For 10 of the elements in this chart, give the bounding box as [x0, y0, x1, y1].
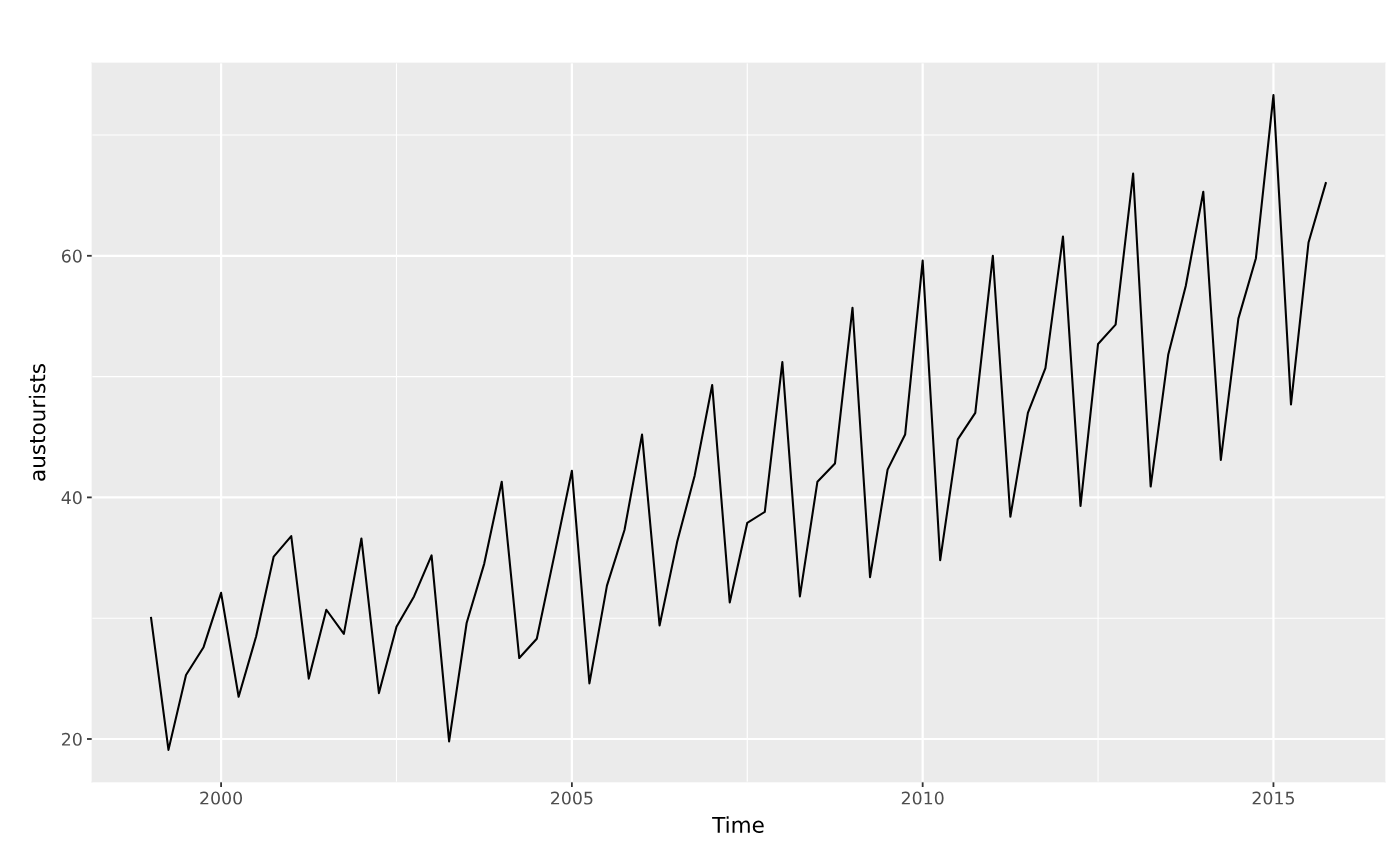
x-tick-label: 2005 — [551, 791, 593, 805]
y-axis-title: austourists — [28, 364, 46, 481]
x-tick-label: 2015 — [1252, 791, 1295, 805]
y-tick-label: 20 — [62, 732, 82, 746]
x-axis-title: Time — [712, 816, 764, 833]
y-tick-label: 60 — [61, 249, 82, 263]
line-series — [149, 94, 1328, 751]
x-tick-label: 2010 — [901, 791, 944, 805]
x-tick-label: 2000 — [200, 791, 243, 805]
y-tick-label: 40 — [61, 491, 82, 505]
